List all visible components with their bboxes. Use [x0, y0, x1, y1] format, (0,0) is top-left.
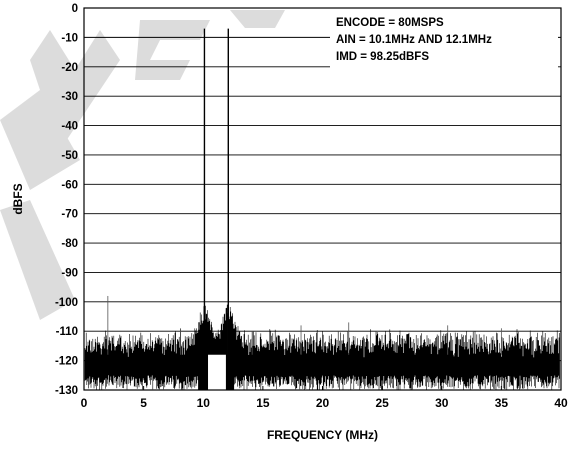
- watermark-stroke: [135, 20, 210, 80]
- x-tick-label: 0: [81, 396, 88, 410]
- watermark-stroke: [230, 10, 285, 28]
- y-tick-label: -60: [61, 179, 78, 191]
- annotation-text: AIN = 10.1MHz AND 12.1MHz: [336, 34, 492, 46]
- x-axis-title: FREQUENCY (MHz): [267, 428, 378, 442]
- annotation-box: [330, 12, 558, 72]
- y-tick-label: -130: [55, 385, 78, 397]
- y-tick-label: -20: [61, 62, 78, 74]
- watermark: [0, 10, 285, 320]
- y-tick-label: -80: [61, 238, 78, 250]
- y-tick-label: -100: [55, 297, 78, 309]
- y-tick-label: -50: [61, 150, 78, 162]
- annotation-text: ENCODE = 80MSPS: [336, 17, 444, 29]
- data-area: [84, 28, 560, 390]
- watermark-stroke: [0, 90, 80, 190]
- y-tick-label: 0: [72, 3, 78, 15]
- y-tick-label: -70: [61, 209, 78, 221]
- y-axis-title: dBFS: [11, 183, 25, 214]
- y-tick-label: -10: [61, 32, 78, 44]
- noise-floor: [84, 304, 560, 390]
- ticks: 0 -10 -20 -30 -40 -50 -60 -70 -80 -90 -100 -110 -120…: [55, 3, 568, 410]
- y-tick-label: -40: [61, 121, 78, 133]
- noise-gap: [208, 354, 226, 390]
- x-tick-label: 10: [197, 396, 211, 410]
- annotation-text: IMD = 98.25dBFS: [336, 51, 429, 63]
- x-tick-label: 35: [495, 396, 509, 410]
- x-tick-label: 30: [435, 396, 449, 410]
- x-tick-label: 5: [140, 396, 147, 410]
- x-tick-label: 25: [375, 396, 389, 410]
- grid: [84, 36, 561, 362]
- annotations: ENCODE = 80MSPS AIN = 10.1MHz AND 12.1MHz…: [336, 17, 492, 63]
- y-tick-label: -120: [55, 356, 78, 368]
- x-tick-label: 15: [256, 396, 270, 410]
- x-tick-label: 20: [316, 396, 330, 410]
- y-tick-label: -110: [56, 326, 78, 338]
- x-tick-label: 40: [554, 396, 568, 410]
- watermark-stroke: [0, 200, 75, 320]
- y-tick-label: -90: [61, 267, 78, 279]
- y-tick-label: -30: [61, 91, 78, 103]
